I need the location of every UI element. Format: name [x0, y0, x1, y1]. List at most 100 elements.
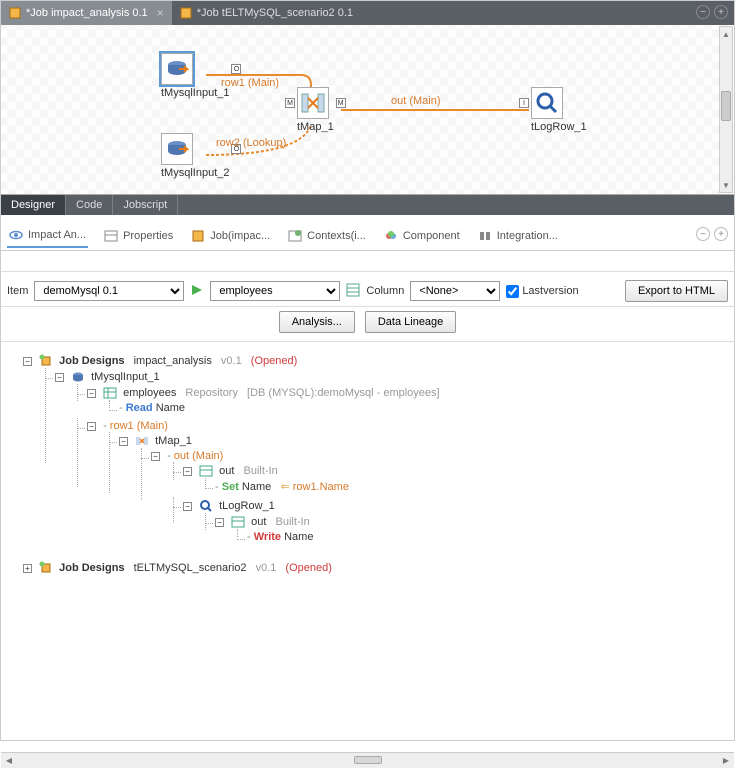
export-html-button[interactable]: Export to HTML [625, 280, 728, 302]
integration-icon [478, 229, 492, 243]
node-icon [161, 133, 193, 165]
link-label-row1: row1 (Main) [221, 77, 279, 89]
link-label-out: out (Main) [391, 95, 441, 107]
job-icon [39, 354, 53, 368]
input-port[interactable]: M [285, 98, 295, 108]
node-tlogrow-1[interactable]: I tLogRow_1 [531, 87, 587, 133]
item-select[interactable]: demoMysql 0.1 [34, 281, 184, 301]
node-label: tMap_1 [297, 121, 334, 133]
job-icon [9, 7, 21, 19]
node-icon [531, 87, 563, 119]
column-label: Column [366, 285, 404, 297]
tree-job-designs-1[interactable]: − Job Designs impact_analysis v0.1 (Open… [9, 352, 726, 559]
collapse-toggle[interactable]: − [215, 518, 224, 527]
ptab-component[interactable]: Component [382, 225, 462, 247]
grid-icon [346, 283, 360, 300]
job-icon [39, 561, 53, 575]
collapse-toggle[interactable]: − [87, 422, 96, 431]
table-select[interactable]: employees [210, 281, 340, 301]
tab-code[interactable]: Code [66, 195, 113, 215]
component-icon [384, 229, 398, 243]
ptab-contexts[interactable]: Contexts(i... [286, 225, 368, 247]
data-lineage-button[interactable]: Data Lineage [365, 311, 456, 333]
run-icon[interactable] [190, 283, 204, 300]
collapse-toggle[interactable]: − [151, 452, 160, 461]
tree-out-builtin-1[interactable]: − out Built-In - Set Name ⇐ row1.Name [169, 462, 726, 497]
minimize-button[interactable]: − [696, 5, 710, 19]
tab-jobscript[interactable]: Jobscript [113, 195, 178, 215]
tree-write-name[interactable]: - Write Name [233, 529, 726, 545]
ptab-label: Impact An... [28, 229, 86, 241]
link-label-row2: row2 (Lookup) [216, 137, 286, 149]
table-icon [103, 386, 117, 400]
contexts-icon [288, 229, 302, 243]
close-icon[interactable]: × [157, 6, 164, 20]
ptab-integration[interactable]: Integration... [476, 225, 560, 247]
collapse-toggle[interactable]: − [183, 502, 192, 511]
ptab-label: Contexts(i... [307, 230, 366, 242]
impact-toolbar-row2: Analysis... Data Lineage [1, 307, 734, 342]
lastversion-checkbox[interactable] [506, 285, 519, 298]
collapse-toggle[interactable]: − [87, 389, 96, 398]
ptab-properties[interactable]: Properties [102, 225, 175, 247]
node-tmysqlinput-1[interactable]: O tMysqlInput_1 [161, 53, 229, 99]
collapse-toggle[interactable]: − [55, 373, 64, 382]
maximize-button[interactable]: + [714, 227, 728, 241]
tree-out-builtin-2[interactable]: − out Built-In - Write Name [201, 513, 726, 547]
node-icon [297, 87, 329, 119]
tree-employees[interactable]: − employees Repository [DB (MYSQL):demoM… [73, 384, 726, 418]
ptab-job[interactable]: Job(impac... [189, 225, 272, 247]
tree-job-designs-2[interactable]: + Job Designs tELTMySQL_scenario2 v0.1 (… [9, 559, 726, 577]
collapse-toggle[interactable]: − [119, 437, 128, 446]
tab-telt-scenario[interactable]: *Job tELTMySQL_scenario2 0.1 [172, 1, 361, 25]
impact-tree: − Job Designs impact_analysis v0.1 (Open… [1, 342, 734, 752]
tab-label: *Job impact_analysis 0.1 [26, 7, 148, 19]
tree-set-name[interactable]: - Set Name ⇐ row1.Name [201, 478, 726, 495]
collapse-toggle[interactable]: − [23, 357, 32, 366]
node-tmap-1[interactable]: M M tMap_1 [297, 87, 334, 133]
analysis-button[interactable]: Analysis... [279, 311, 355, 333]
tree-read-name[interactable]: - Read Name [105, 400, 726, 416]
ptab-label: Integration... [497, 230, 558, 242]
tree-scrollbar-h[interactable]: ◀ ▶ [1, 752, 734, 768]
search-icon [199, 499, 213, 513]
lastversion-checkbox-label[interactable]: Lastversion [506, 285, 578, 298]
editor-tab-bar: *Job impact_analysis 0.1 × *Job tELTMySQ… [1, 1, 734, 25]
input-port[interactable]: I [519, 98, 529, 108]
tmap-icon [135, 434, 149, 448]
ptab-impact-analysis[interactable]: Impact An... [7, 224, 88, 248]
table-icon [231, 515, 245, 529]
node-label: tMysqlInput_1 [161, 87, 229, 99]
expand-toggle[interactable]: + [23, 564, 32, 573]
maximize-button[interactable]: + [714, 5, 728, 19]
table-icon [199, 464, 213, 478]
canvas-scrollbar-v[interactable]: ▲▼ [719, 26, 733, 193]
db-icon [71, 370, 85, 384]
output-port[interactable]: O [231, 64, 241, 74]
properties-icon [104, 229, 118, 243]
tree-out-main[interactable]: − - out (Main) − out Built-In [137, 448, 726, 551]
tree-row1[interactable]: − - row1 (Main) − tMap_1 − - out (M [73, 418, 726, 555]
canvas-bottom-tabs: Designer Code Jobscript [1, 195, 734, 215]
collapse-toggle[interactable]: − [183, 467, 192, 476]
tab-label: *Job tELTMySQL_scenario2 0.1 [197, 7, 353, 19]
column-select[interactable]: <None> [410, 281, 500, 301]
tab-impact-analysis[interactable]: *Job impact_analysis 0.1 × [1, 1, 172, 25]
tree-tmap-1[interactable]: − tMap_1 − - out (Main) [105, 432, 726, 553]
eye-icon [9, 228, 23, 242]
tab-designer[interactable]: Designer [1, 195, 66, 215]
item-label: Item [7, 285, 28, 297]
output-port[interactable]: M [336, 98, 346, 108]
design-canvas[interactable]: O tMysqlInput_1 O tMysqlInput_2 M M tMap… [1, 25, 734, 195]
ptab-label: Job(impac... [210, 230, 270, 242]
tree-tlogrow-1[interactable]: − tLogRow_1 − [169, 497, 726, 549]
connections-layer [1, 25, 734, 194]
tree-tmysqlinput-1[interactable]: − tMysqlInput_1 − employees Repository [… [41, 368, 726, 557]
panel-tab-bar: Impact An... Properties Job(impac... Con… [1, 221, 734, 251]
ptab-label: Component [403, 230, 460, 242]
job-icon [191, 229, 205, 243]
minimize-button[interactable]: − [696, 227, 710, 241]
ptab-label: Properties [123, 230, 173, 242]
job-icon [180, 7, 192, 19]
impact-toolbar: Item demoMysql 0.1 employees Column <Non… [1, 271, 734, 307]
